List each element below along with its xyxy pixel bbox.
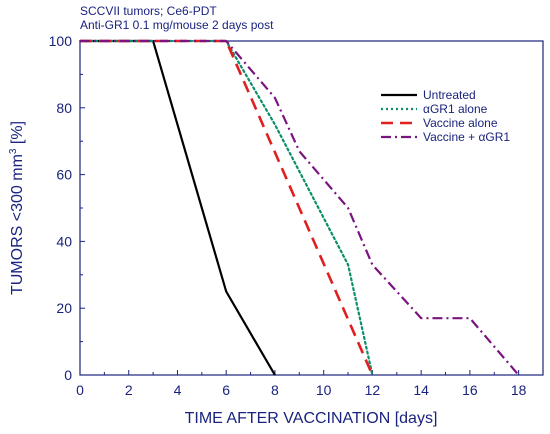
legend-label: αGR1 alone [423, 102, 488, 116]
chart-series [78, 39, 520, 377]
y-axis-label-superscript: 3 [8, 148, 19, 154]
y-tick-label: 80 [56, 100, 72, 116]
y-axis-label: TUMORS <300 mm3 [%] [8, 121, 26, 295]
x-tick-label: 0 [76, 382, 84, 398]
x-tick-label: 4 [174, 382, 182, 398]
series-line [78, 39, 374, 377]
y-tick-label: 100 [49, 33, 73, 49]
y-tick-label: 60 [56, 167, 72, 183]
legend-label: Vaccine + αGR1 [423, 130, 510, 144]
x-tick-label: 8 [271, 382, 279, 398]
x-tick-label: 2 [125, 382, 133, 398]
series-line [80, 39, 276, 376]
x-tick-label: 12 [365, 382, 381, 398]
legend-label: Untreated [423, 88, 476, 102]
x-tick-label: 10 [316, 382, 332, 398]
chart-annotation-line-1: SCCVII tumors; Ce6-PDT [80, 4, 217, 18]
x-tick-label: 6 [222, 382, 230, 398]
y-tick-label: 40 [56, 233, 72, 249]
x-tick-label: 18 [511, 382, 527, 398]
x-tick-label: 14 [413, 382, 429, 398]
chart-annotation-line-2: Anti-GR1 0.1 mg/mouse 2 days post [80, 18, 274, 32]
series-line [80, 39, 374, 376]
y-axis-label-main: TUMORS <300 mm [9, 154, 26, 295]
x-axis-label: TIME AFTER VACCINATION [days] [185, 410, 438, 427]
x-tick-label: 16 [462, 382, 478, 398]
y-tick-label: 20 [56, 300, 72, 316]
legend-label: Vaccine alone [423, 116, 498, 130]
y-tick-label: 0 [64, 367, 72, 383]
series-line [80, 39, 520, 376]
chart-ticks: 0 2 4 6 8 10 12 14 16 18 0 20 40 60 80 100 [49, 33, 527, 398]
y-axis-label-unit: [%] [9, 121, 26, 149]
